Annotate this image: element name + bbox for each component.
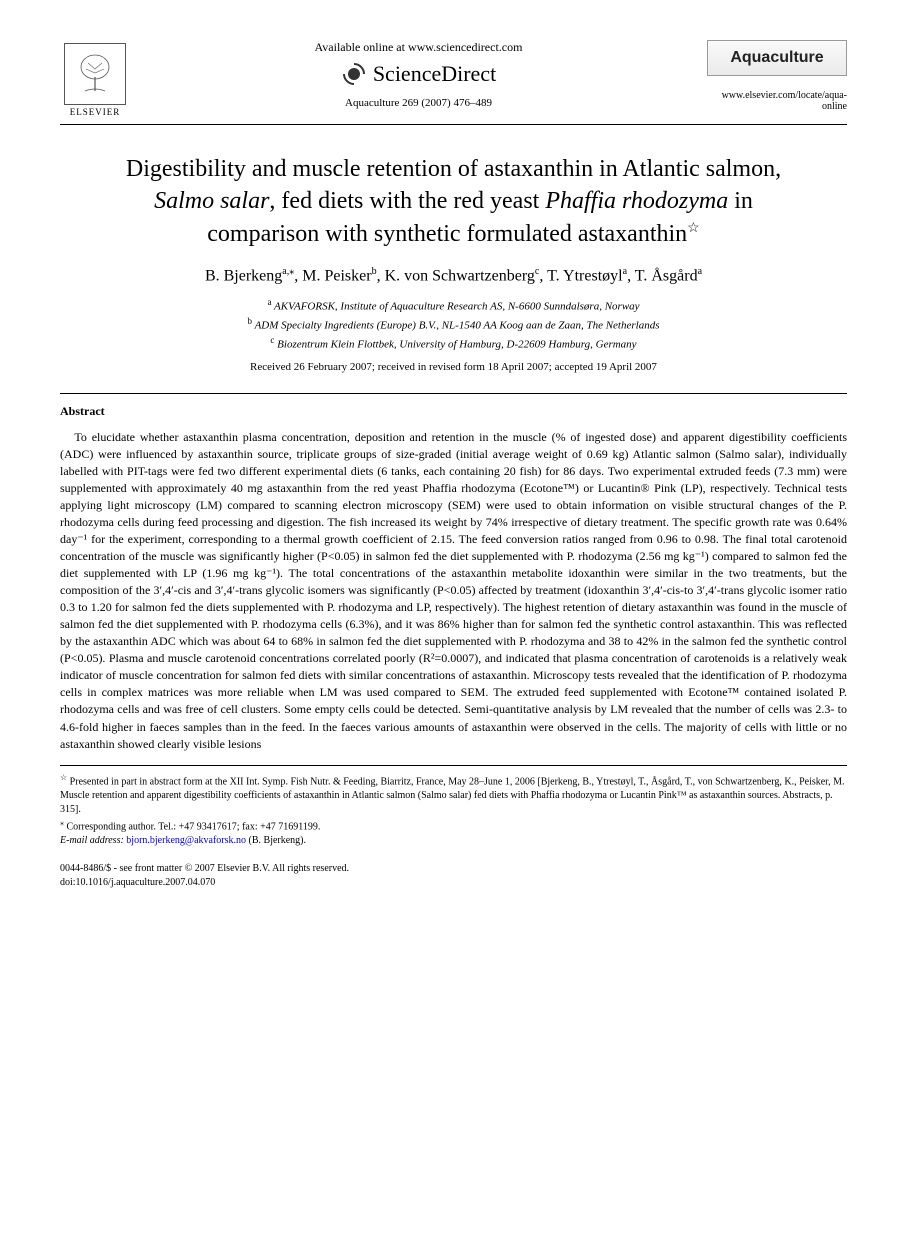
author-2-sup: b — [372, 266, 377, 277]
affiliations: a AKVAFORSK, Institute of Aquaculture Re… — [60, 296, 847, 353]
footnote-presented-text: Presented in part in abstract form at th… — [60, 776, 845, 815]
citation-text: Aquaculture 269 (2007) 476–489 — [130, 97, 707, 109]
author-5-sup: a — [698, 266, 702, 277]
header-rule — [60, 124, 847, 125]
title-line3: comparison with synthetic formulated ast… — [207, 221, 687, 247]
journal-url: www.elsevier.com/locate/aqua-online — [707, 90, 847, 112]
author-1: B. Bjerkeng — [205, 268, 282, 285]
title-mid: , fed diets with the red yeast — [269, 188, 545, 214]
author-3: K. von Schwartzenberg — [385, 268, 535, 285]
footnote-corresponding-text: Corresponding author. Tel.: +47 93417617… — [67, 821, 321, 832]
title-star-icon: ☆ — [687, 221, 700, 236]
title-species2: Phaffia rhodozyma — [545, 188, 728, 214]
elsevier-logo: ELSEVIER — [60, 40, 130, 120]
title-end: in — [728, 188, 753, 214]
email-suffix: (B. Bjerkeng). — [249, 835, 307, 846]
journal-badge: Aquaculture www.elsevier.com/locate/aqua… — [707, 40, 847, 112]
author-2: M. Peisker — [302, 268, 371, 285]
author-5: T. Åsgård — [635, 268, 698, 285]
sciencedirect-text: ScienceDirect — [373, 61, 496, 87]
author-4: T. Ytrestøyl — [547, 268, 623, 285]
abstract-top-rule — [60, 393, 847, 394]
sciencedirect-row: ScienceDirect — [130, 61, 707, 87]
email-link[interactable]: bjorn.bjerkeng@akvaforsk.no — [126, 835, 246, 846]
authors-line: B. Bjerkenga,⁎, M. Peiskerb, K. von Schw… — [60, 266, 847, 285]
title-line1: Digestibility and muscle retention of as… — [126, 156, 781, 182]
page-root: ELSEVIER Available online at www.science… — [0, 0, 907, 920]
email-label: E-mail address: — [60, 835, 124, 846]
article-dates: Received 26 February 2007; received in r… — [60, 361, 847, 373]
footnotes: ☆ Presented in part in abstract form at … — [60, 765, 847, 849]
elsevier-label: ELSEVIER — [70, 107, 121, 117]
available-online-text: Available online at www.sciencedirect.co… — [130, 40, 707, 55]
footnote-presented: ☆ Presented in part in abstract form at … — [60, 772, 847, 817]
copyright-block: 0044-8486/$ - see front matter © 2007 El… — [60, 862, 847, 890]
sciencedirect-icon — [341, 61, 367, 87]
center-header: Available online at www.sciencedirect.co… — [130, 40, 707, 109]
copyright-line1: 0044-8486/$ - see front matter © 2007 El… — [60, 862, 847, 876]
author-3-sup: c — [535, 266, 539, 277]
journal-name: Aquaculture — [707, 40, 847, 76]
affiliation-a: AKVAFORSK, Institute of Aquaculture Rese… — [274, 300, 640, 312]
footnote-email: E-mail address: bjorn.bjerkeng@akvaforsk… — [60, 834, 847, 848]
doi-line: doi:10.1016/j.aquaculture.2007.04.070 — [60, 876, 847, 890]
article-title: Digestibility and muscle retention of as… — [60, 153, 847, 250]
affiliation-c: Biozentrum Klein Flottbek, University of… — [277, 338, 636, 350]
author-4-sup: a — [623, 266, 627, 277]
abstract-heading: Abstract — [60, 404, 847, 419]
abstract-body: To elucidate whether astaxanthin plasma … — [60, 429, 847, 753]
author-1-star: ⁎ — [289, 266, 294, 277]
elsevier-tree-icon — [64, 43, 126, 105]
header-row: ELSEVIER Available online at www.science… — [60, 40, 847, 120]
affiliation-b: ADM Specialty Ingredients (Europe) B.V.,… — [255, 319, 660, 331]
title-species1: Salmo salar — [154, 188, 269, 214]
footnote-corresponding: ⁎ Corresponding author. Tel.: +47 934176… — [60, 817, 847, 834]
